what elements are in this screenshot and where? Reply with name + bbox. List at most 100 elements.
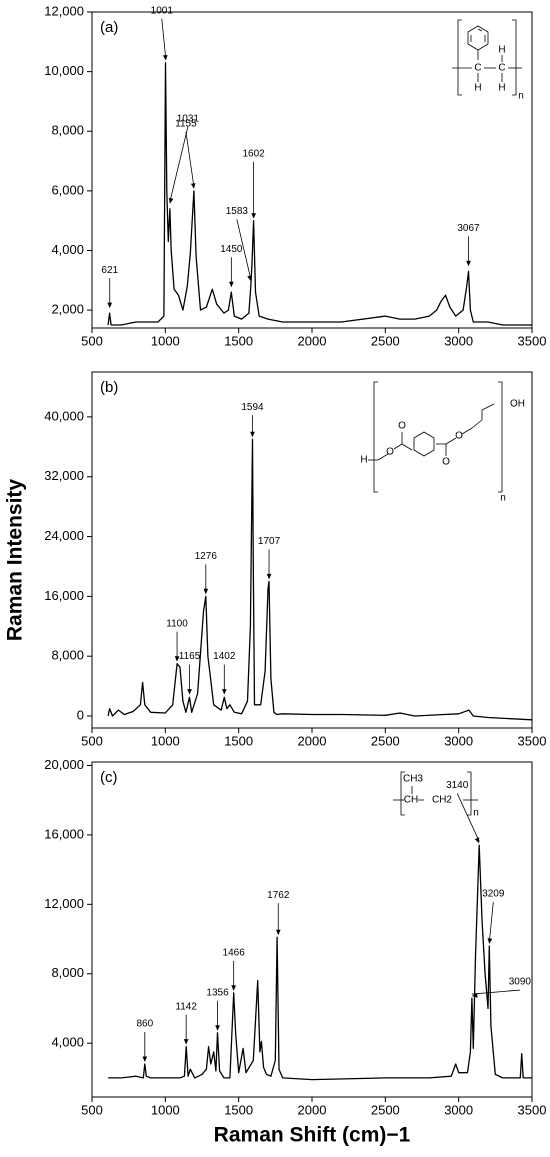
plot-frame: [91, 371, 533, 729]
y-tick-label: 4,000: [51, 1035, 84, 1050]
annotation-label: 1142: [175, 1001, 197, 1012]
x-tick-label: 500: [81, 1102, 103, 1117]
annotation-arrowhead: [162, 55, 168, 61]
x-tick-label: 2000: [298, 733, 327, 748]
structure-label: O: [442, 457, 450, 468]
annotation-arrowhead: [266, 573, 272, 580]
panel-label: (a): [100, 19, 118, 36]
x-axis-label: Raman Shift (cm)−1: [214, 1124, 411, 1147]
annotation-arrowhead: [187, 689, 192, 695]
annotation-arrow: [456, 793, 480, 842]
annotation-label: 3067: [457, 223, 480, 234]
annotation-label: 1466: [223, 947, 246, 958]
structure-c: [393, 771, 478, 816]
panel-label: (c): [100, 769, 118, 786]
annotation-label: 3140: [446, 780, 469, 791]
annotation-arrowhead: [471, 993, 478, 998]
annotation-arrowhead: [222, 689, 227, 695]
structure-label: C: [474, 63, 481, 74]
x-tick-label: 1500: [224, 1102, 253, 1117]
structure-label: H: [474, 83, 481, 94]
y-tick-label: 8,000: [51, 965, 84, 980]
spectrum-line: [108, 844, 532, 1081]
annotation-label: 1450: [220, 244, 243, 255]
x-tick-label: 3000: [444, 733, 473, 748]
annotation-arrow: [169, 126, 189, 202]
x-tick-label: 3500: [518, 1102, 547, 1117]
x-tick-label: 2500: [371, 733, 400, 748]
y-tick-label: 10,000: [44, 63, 84, 78]
annotation-arrowhead: [487, 938, 493, 944]
annotation-arrowhead: [250, 431, 255, 438]
y-axis-label: Raman Intensity: [4, 479, 27, 642]
spectrum-line: [107, 62, 532, 326]
annotation-label: 1155: [175, 119, 197, 130]
x-tick-label: 1500: [224, 333, 253, 348]
annotation-arrowhead: [474, 837, 480, 844]
structure-label: n: [518, 91, 524, 102]
y-tick-label: 4,000: [51, 242, 84, 257]
annotation-arrow: [236, 219, 252, 280]
spectrum-line: [107, 438, 533, 721]
structure-label: CH2: [432, 795, 452, 806]
structure-label: H: [498, 83, 505, 94]
annotation-arrowhead: [275, 929, 281, 936]
y-tick-label: 2,000: [51, 302, 84, 317]
y-tick-label: 8,000: [51, 648, 84, 663]
annotation-arrowhead: [107, 302, 113, 309]
annotation-arrowhead: [466, 260, 471, 267]
y-tick-label: 24,000: [44, 528, 84, 543]
structure-b: [368, 381, 503, 493]
annotation-arrowhead: [203, 588, 209, 595]
annotation-arrowhead: [215, 1025, 220, 1031]
annotation-arrowhead: [168, 197, 174, 204]
annotation-label: 1602: [243, 148, 266, 159]
annotation-arrowhead: [174, 656, 180, 662]
x-tick-label: 3500: [518, 733, 547, 748]
annotation-arrow: [471, 989, 520, 995]
y-tick-label: 16,000: [44, 588, 84, 603]
y-tick-label: 12,000: [44, 896, 84, 911]
structure-label: CH: [404, 795, 418, 806]
x-tick-label: 3000: [444, 1102, 473, 1117]
x-tick-label: 500: [81, 333, 103, 348]
structure-label: n: [473, 808, 479, 819]
annotation-arrowhead: [190, 183, 196, 189]
x-tick-label: 3500: [518, 333, 547, 348]
structure-label: OH: [510, 399, 525, 410]
y-tick-label: 8,000: [51, 123, 84, 138]
panel-label: (b): [100, 379, 118, 396]
y-tick-label: 6,000: [51, 182, 84, 197]
annotation-label: 3209: [482, 889, 505, 900]
annotation-arrow: [185, 131, 195, 187]
x-tick-label: 2500: [371, 333, 400, 348]
annotation-label: 1583: [226, 206, 249, 217]
x-tick-label: 2000: [298, 1102, 327, 1117]
annotation-arrowhead: [229, 281, 234, 288]
structure-label: O: [455, 431, 463, 442]
y-tick-label: 32,000: [44, 468, 84, 483]
structure-label: n: [500, 493, 506, 504]
annotation-label: 1100: [166, 618, 188, 629]
x-tick-label: 1500: [224, 733, 253, 748]
x-tick-label: 1000: [151, 1102, 180, 1117]
annotation-arrowhead: [251, 213, 256, 219]
annotation-label: 1276: [195, 551, 218, 562]
annotation-label: 3090: [509, 977, 532, 988]
x-tick-label: 2500: [371, 1102, 400, 1117]
plot-frame: [91, 11, 533, 329]
x-tick-label: 500: [81, 733, 103, 748]
annotation-label: 1031: [177, 113, 200, 124]
annotation-arrowhead: [183, 1039, 189, 1045]
structure-label: H: [498, 45, 505, 56]
y-tick-label: 16,000: [44, 826, 84, 841]
annotation-label: 1594: [241, 402, 264, 413]
structure-label: O: [398, 421, 406, 432]
annotation-label: 1402: [213, 651, 236, 662]
annotation-arrowhead: [231, 985, 236, 991]
annotation-label: 860: [136, 1019, 153, 1030]
annotation-label: 1707: [258, 536, 281, 547]
annotation-label: 1762: [267, 890, 290, 901]
structure-label: CH3: [403, 774, 423, 785]
